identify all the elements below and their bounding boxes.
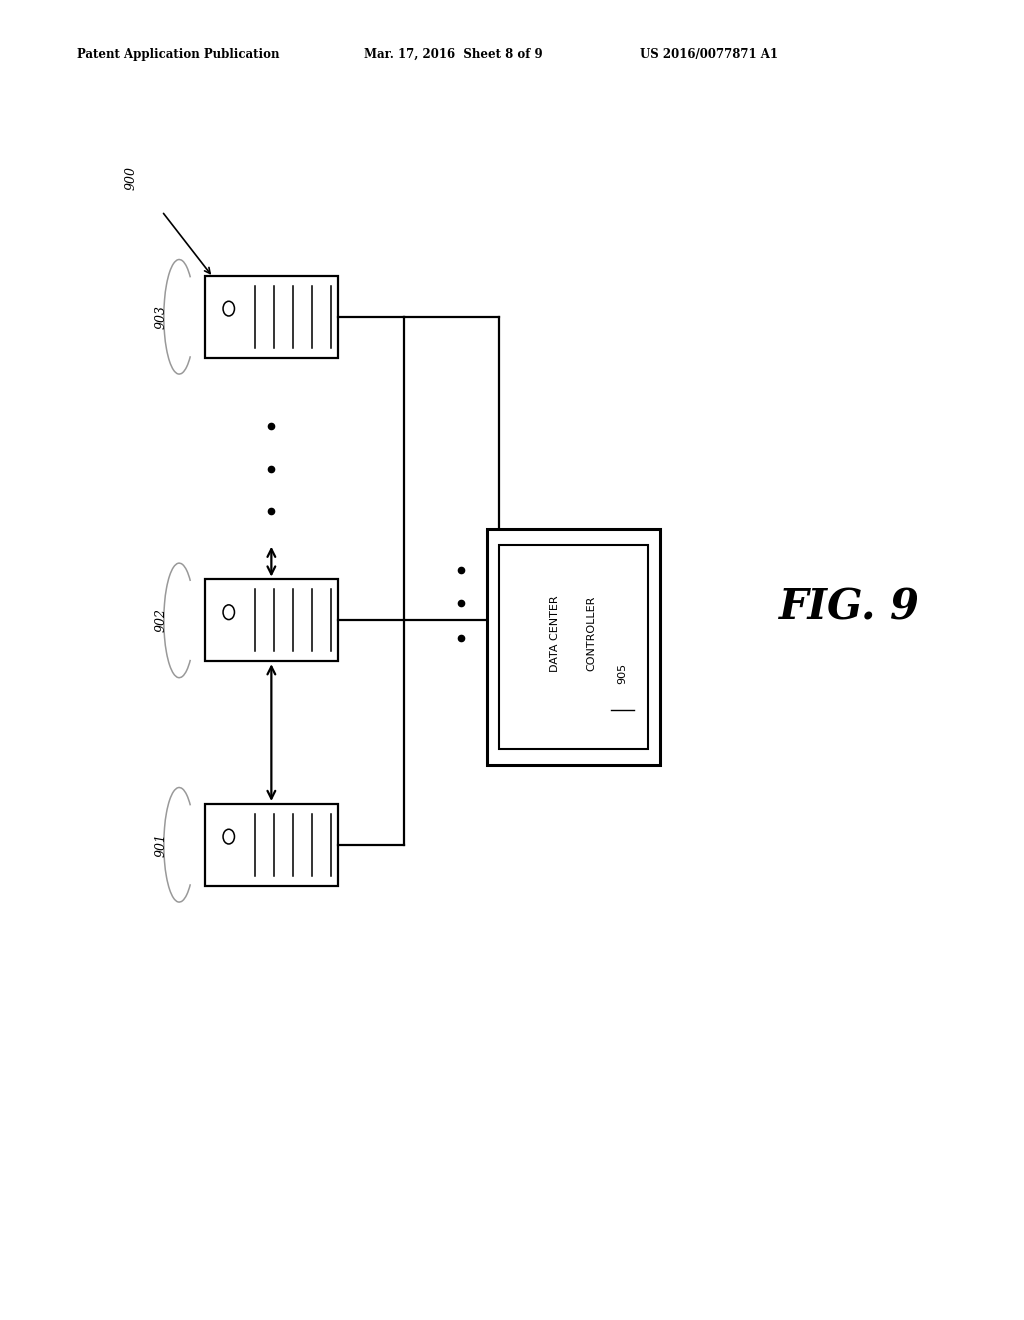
Text: US 2016/0077871 A1: US 2016/0077871 A1 <box>640 48 778 61</box>
Bar <box>487 529 660 766</box>
Bar <box>205 804 338 886</box>
Text: FIG. 9: FIG. 9 <box>779 586 921 628</box>
Bar <box>205 276 338 358</box>
Text: Mar. 17, 2016  Sheet 8 of 9: Mar. 17, 2016 Sheet 8 of 9 <box>364 48 542 61</box>
Text: 900: 900 <box>125 166 137 190</box>
Text: Patent Application Publication: Patent Application Publication <box>77 48 280 61</box>
Text: 902: 902 <box>155 609 167 632</box>
Text: 903: 903 <box>155 305 167 329</box>
Text: CONTROLLER: CONTROLLER <box>587 595 597 672</box>
Text: DATA CENTER: DATA CENTER <box>550 595 560 672</box>
Bar <box>205 579 338 661</box>
Bar <box>500 544 648 750</box>
Text: 905: 905 <box>617 663 628 684</box>
Text: 901: 901 <box>155 833 167 857</box>
